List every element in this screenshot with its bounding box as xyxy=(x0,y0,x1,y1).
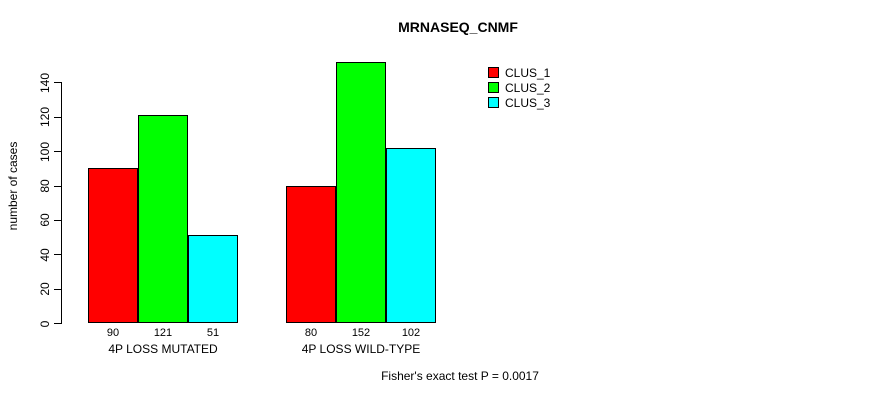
legend-swatch-icon xyxy=(488,97,499,108)
y-tick xyxy=(54,323,61,324)
y-tick xyxy=(54,219,61,221)
y-tick xyxy=(54,185,61,187)
bar-clus_3-group2 xyxy=(386,147,436,323)
y-axis-line xyxy=(61,82,62,324)
y-tick xyxy=(54,116,61,118)
legend-label: CLUS_1 xyxy=(505,65,551,80)
y-tick-label: 0 xyxy=(38,320,52,327)
group-label: 4P LOSS MUTATED xyxy=(108,342,218,356)
legend: CLUS_1 CLUS_2 CLUS_3 xyxy=(488,65,550,110)
y-tick xyxy=(54,82,61,84)
bar-clus_2-group1 xyxy=(138,115,188,323)
legend-swatch-icon xyxy=(488,82,499,93)
y-tick xyxy=(54,288,61,290)
legend-swatch-icon xyxy=(488,67,499,78)
y-tick-label: 120 xyxy=(38,107,52,128)
bar-value-label: 80 xyxy=(304,327,318,339)
y-tick-label: 40 xyxy=(38,248,52,262)
legend-label: CLUS_2 xyxy=(505,80,551,95)
footnote: Fisher's exact test P = 0.0017 xyxy=(381,369,539,383)
bar-clus_1-group1 xyxy=(88,168,138,323)
y-tick-label: 80 xyxy=(38,179,52,193)
bar-value-label: 102 xyxy=(401,327,421,339)
y-tick-label: 100 xyxy=(38,141,52,162)
bar-value-label: 152 xyxy=(351,327,371,339)
bar-value-label: 51 xyxy=(206,327,220,339)
legend-item-clus_3: CLUS_3 xyxy=(488,95,550,110)
legend-label: CLUS_3 xyxy=(505,95,551,110)
chart-title: MRNASEQ_CNMF xyxy=(398,19,518,35)
y-tick xyxy=(54,254,61,256)
legend-item-clus_2: CLUS_2 xyxy=(488,80,550,95)
bar-value-label: 90 xyxy=(106,327,120,339)
bar-clus_2-group2 xyxy=(336,61,386,323)
legend-item-clus_1: CLUS_1 xyxy=(488,65,550,80)
y-tick xyxy=(54,151,61,153)
bar-clus_3-group1 xyxy=(188,235,238,323)
y-tick-label: 20 xyxy=(38,282,52,296)
bar-clus_1-group2 xyxy=(286,185,336,323)
y-tick-label: 140 xyxy=(38,72,52,93)
y-tick-label: 60 xyxy=(38,213,52,228)
group-label: 4P LOSS WILD-TYPE xyxy=(301,342,421,356)
bar-value-label: 121 xyxy=(153,327,173,339)
y-axis-label: number of cases xyxy=(6,141,20,231)
